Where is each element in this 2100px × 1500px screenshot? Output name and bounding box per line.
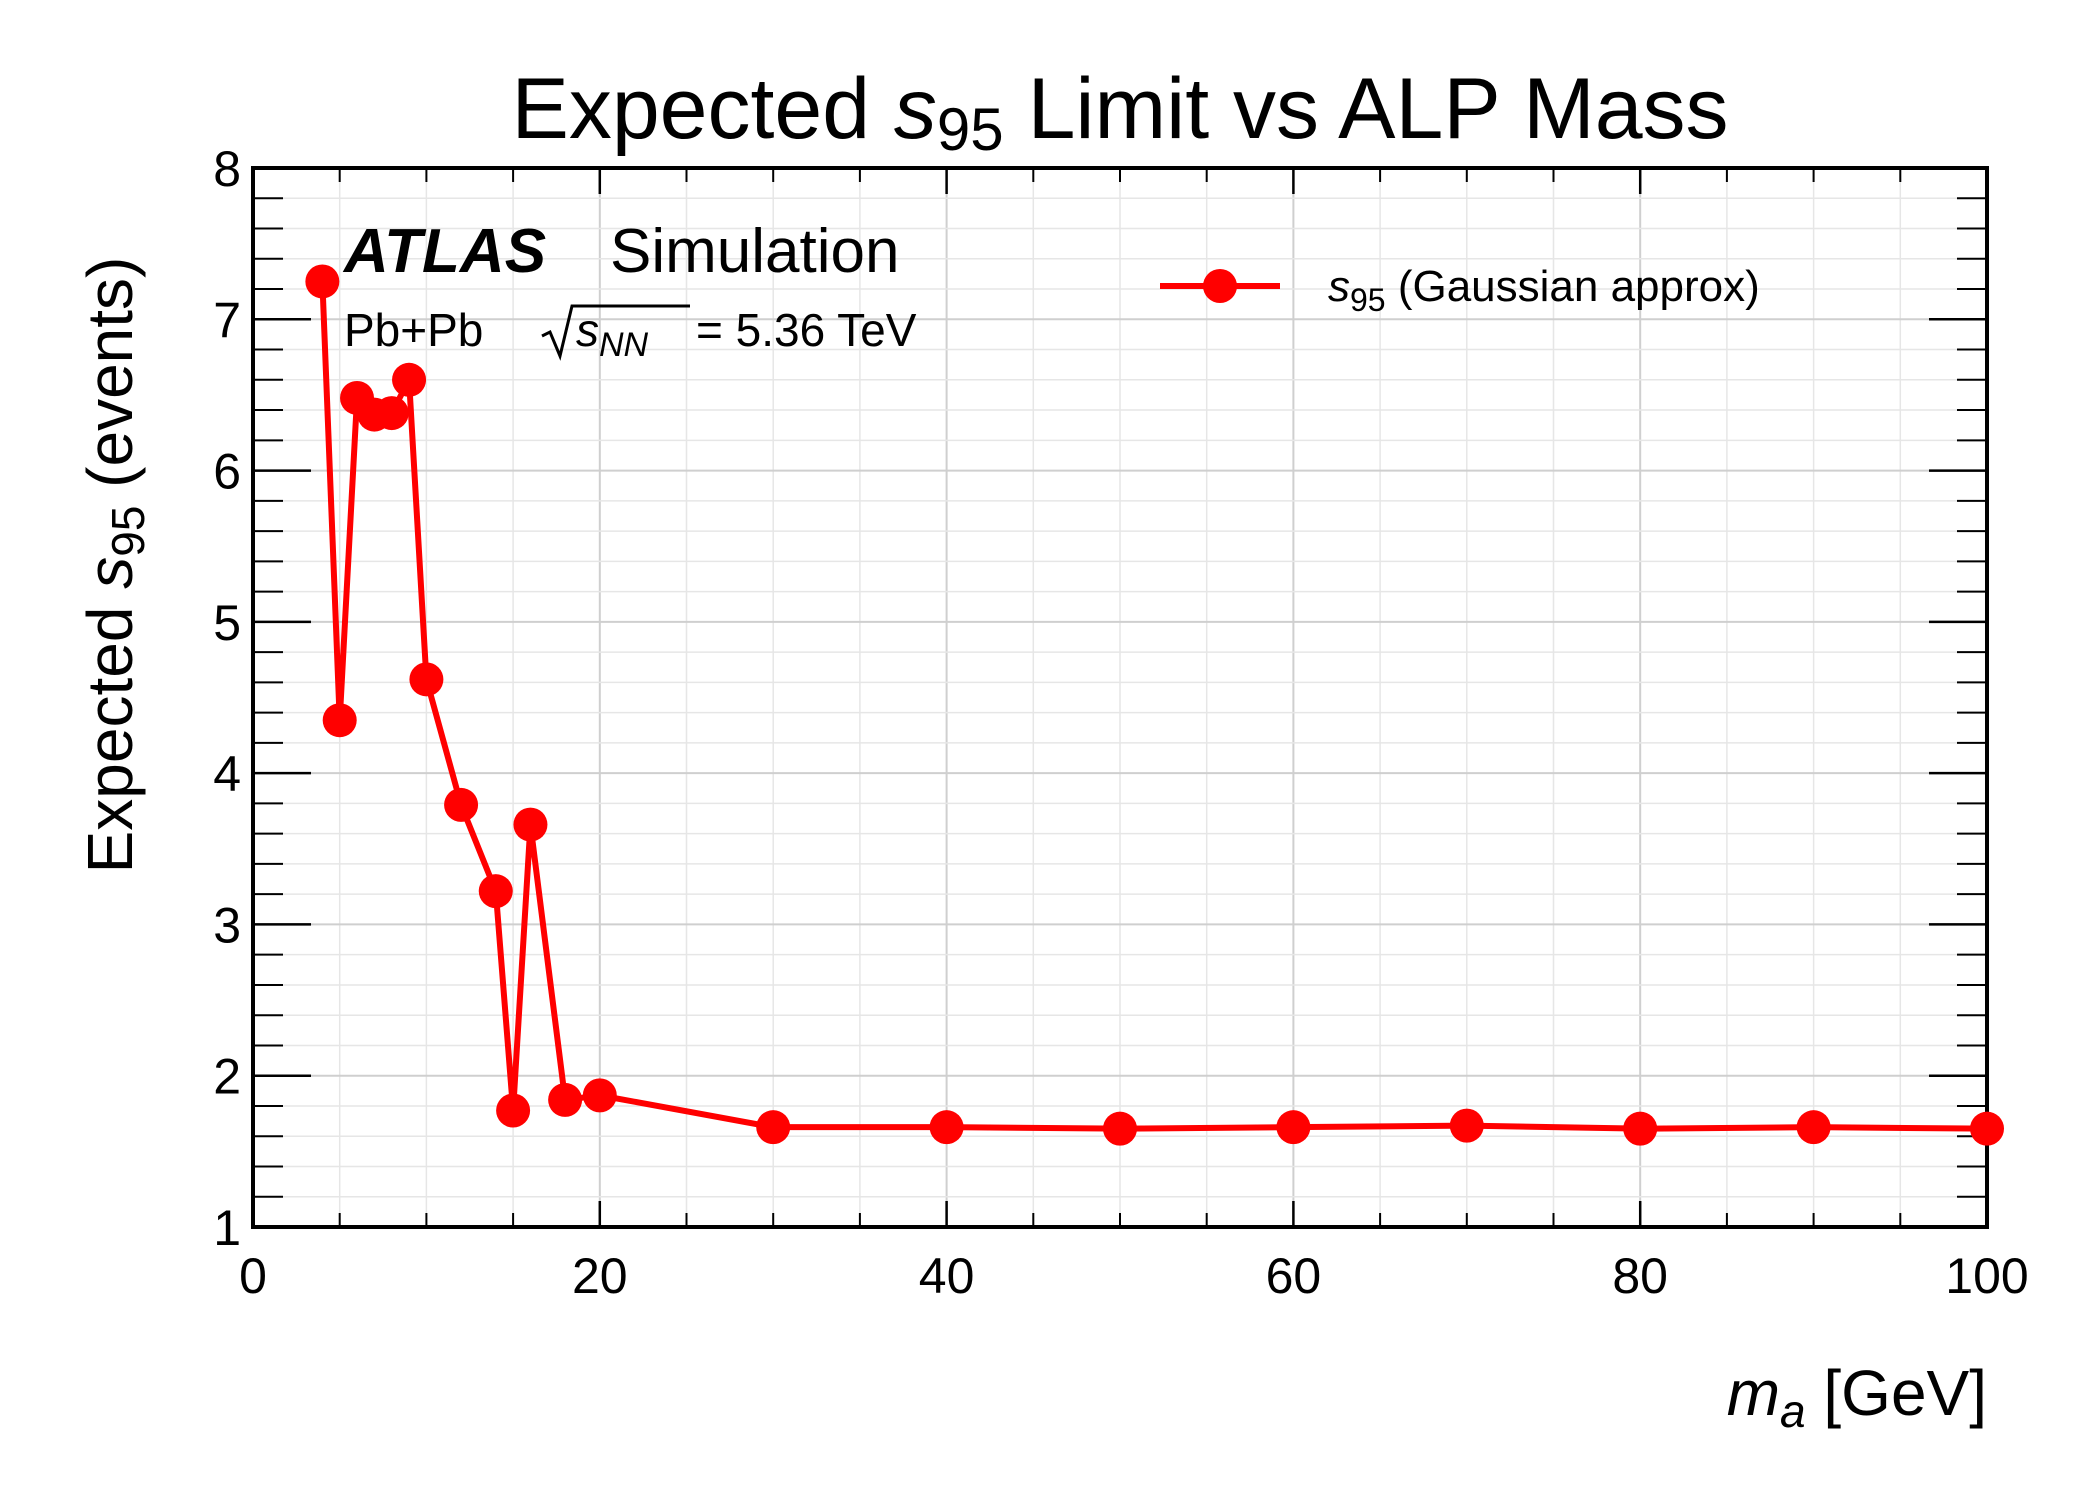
sqrt-symbol [541, 304, 690, 361]
data-point [1276, 1110, 1311, 1145]
y-tick-label: 7 [213, 292, 241, 348]
x-axis-label: ma [GeV] [1727, 1357, 1987, 1437]
legend-marker-swatch [1203, 269, 1237, 303]
x-tick-labels: 0 20 40 60 80 100 [239, 1248, 2029, 1304]
data-point [1623, 1111, 1658, 1146]
y-tick-label: 8 [213, 141, 241, 197]
x-tick-label: 80 [1612, 1248, 1668, 1304]
data-point [496, 1093, 531, 1128]
data-point [929, 1110, 964, 1145]
chart-title: Expected s95 Limit vs ALP Mass [511, 61, 1728, 163]
data-point [756, 1110, 791, 1145]
data-point [305, 264, 340, 299]
data-point [1796, 1110, 1831, 1145]
energy-value: = 5.36 TeV [696, 304, 917, 356]
y-tick-label: 6 [213, 444, 241, 500]
x-tick-label: 40 [919, 1248, 975, 1304]
data-point [1103, 1111, 1137, 1146]
series-layer [305, 264, 2004, 1146]
data-point [548, 1082, 583, 1117]
data-point [322, 703, 357, 738]
axis-ticks [251, 166, 1989, 1229]
y-tick-label: 4 [213, 746, 241, 802]
data-point [374, 396, 409, 431]
atlas-simulation-label: Simulation [610, 217, 899, 286]
data-point [1970, 1111, 2004, 1146]
y-tick-label: 3 [213, 897, 241, 953]
data-point [1449, 1108, 1484, 1143]
data-point [444, 787, 479, 822]
data-point [392, 362, 427, 397]
collision-system-label: Pb+Pb [344, 304, 483, 356]
x-tick-label: 20 [572, 1248, 628, 1304]
y-tick-label: 1 [213, 1200, 241, 1256]
data-point [409, 662, 444, 697]
energy-variable: sNN [576, 304, 649, 364]
y-axis-label: Expected s95 (events) [74, 257, 154, 874]
y-tick-label: 2 [213, 1049, 241, 1105]
x-tick-label: 60 [1266, 1248, 1322, 1304]
x-tick-label: 0 [239, 1248, 267, 1304]
data-point [478, 874, 513, 909]
atlas-label: ATLAS Simulation Pb+Pb sNN = 5.36 TeV [342, 217, 917, 364]
data-point [513, 807, 548, 842]
data-point [582, 1078, 617, 1113]
y-tick-label: 5 [213, 595, 241, 651]
grid [253, 168, 1987, 1227]
legend: s95 (Gaussian approx) [1160, 262, 1760, 318]
atlas-experiment-label: ATLAS [342, 217, 546, 286]
x-tick-label: 100 [1945, 1248, 2028, 1304]
y-tick-labels: 1 2 3 4 5 6 7 8 [213, 141, 241, 1256]
legend-series-label: s95 (Gaussian approx) [1328, 262, 1760, 318]
